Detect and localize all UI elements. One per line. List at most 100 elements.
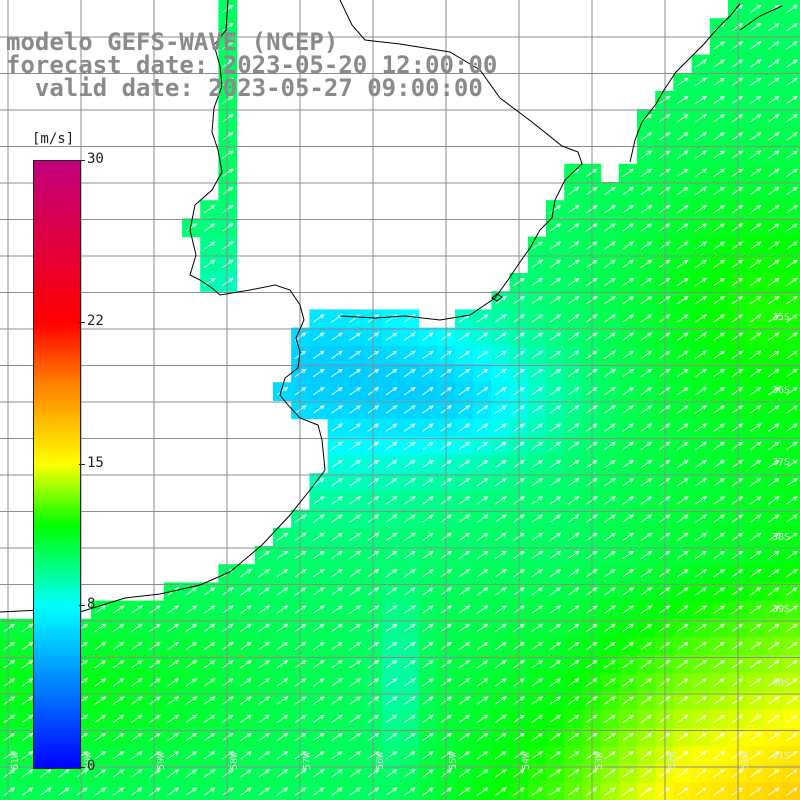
wind-arrow bbox=[567, 478, 580, 487]
wind-arrow bbox=[312, 605, 325, 614]
wind-arrow bbox=[258, 714, 271, 723]
wind-arrow bbox=[786, 150, 798, 159]
wind-arrow bbox=[695, 459, 707, 469]
wind-arrow bbox=[349, 660, 362, 669]
wind-arrow bbox=[658, 277, 671, 287]
wind-arrow bbox=[422, 569, 434, 578]
wind-arrow bbox=[549, 751, 562, 760]
wind-arrow bbox=[676, 168, 689, 177]
wind-arrow bbox=[331, 478, 343, 487]
wind-arrow bbox=[458, 787, 471, 796]
wind-arrow bbox=[494, 314, 507, 323]
wind-arrow bbox=[203, 241, 216, 250]
wind-arrow bbox=[731, 769, 744, 778]
wind-arrow bbox=[713, 168, 726, 177]
wind-arrow bbox=[767, 77, 780, 86]
wind-arrow bbox=[640, 732, 653, 742]
wind-arrow bbox=[658, 387, 671, 396]
wind-arrow bbox=[422, 550, 434, 560]
wind-arrow bbox=[185, 787, 198, 796]
wind-arrow bbox=[258, 623, 271, 632]
wind-arrow bbox=[767, 769, 780, 778]
wind-arrow bbox=[476, 732, 489, 742]
wind-arrow bbox=[385, 587, 398, 596]
wind-arrow bbox=[567, 405, 580, 414]
wind-arrow bbox=[531, 605, 544, 614]
wind-arrow bbox=[695, 696, 707, 705]
wind-arrow bbox=[531, 732, 544, 742]
wind-arrow bbox=[658, 732, 671, 742]
wind-arrow bbox=[331, 623, 343, 632]
wind-arrow bbox=[676, 132, 689, 141]
wind-arrow bbox=[604, 532, 616, 541]
wind-arrow bbox=[731, 478, 744, 487]
wind-arrow bbox=[240, 696, 252, 705]
wind-arrow bbox=[604, 423, 616, 432]
wind-arrow bbox=[422, 441, 434, 450]
wind-arrow bbox=[549, 441, 562, 450]
wind-arrow bbox=[713, 550, 726, 560]
wind-arrow bbox=[604, 332, 616, 341]
wind-arrow bbox=[786, 569, 798, 578]
wind-arrow bbox=[731, 569, 744, 578]
wind-arrow bbox=[458, 751, 471, 760]
wind-arrow bbox=[640, 296, 653, 305]
wind-arrow bbox=[731, 532, 744, 541]
wind-arrow bbox=[385, 550, 398, 560]
wind-arrow bbox=[658, 114, 671, 123]
colorbar-tick-label: 8 bbox=[87, 596, 96, 613]
wind-arrow bbox=[331, 532, 343, 541]
wind-arrow bbox=[458, 368, 471, 378]
wind-arrow bbox=[403, 696, 416, 705]
latitude-label: 37S bbox=[772, 457, 790, 468]
wind-arrow bbox=[349, 496, 362, 505]
wind-arrow bbox=[331, 678, 343, 687]
wind-arrow bbox=[604, 405, 616, 414]
wind-arrow bbox=[94, 623, 107, 632]
wind-arrow bbox=[203, 660, 216, 669]
wind-arrow bbox=[476, 350, 489, 359]
wind-arrow bbox=[130, 714, 143, 723]
wind-arrow bbox=[531, 314, 544, 323]
wind-arrow bbox=[476, 405, 489, 414]
wind-arrow bbox=[676, 787, 689, 796]
wind-arrow bbox=[767, 23, 780, 32]
wind-arrow bbox=[494, 459, 507, 469]
wind-arrow bbox=[622, 459, 635, 469]
longitude-label: 55W bbox=[448, 751, 459, 770]
wind-arrow bbox=[203, 714, 216, 723]
wind-arrow bbox=[331, 787, 343, 796]
wind-arrow bbox=[312, 350, 325, 359]
wind-arrow bbox=[494, 350, 507, 359]
wind-arrow bbox=[531, 296, 544, 305]
wind-arrow bbox=[167, 605, 180, 614]
wind-arrow bbox=[640, 223, 653, 232]
wind-arrow bbox=[767, 59, 780, 68]
wind-arrow bbox=[749, 350, 762, 359]
wind-arrow bbox=[622, 787, 635, 796]
wind-arrow bbox=[458, 732, 471, 742]
wind-arrow bbox=[403, 514, 416, 523]
wind-arrow bbox=[403, 587, 416, 596]
wind-arrow bbox=[531, 569, 544, 578]
wind-arrow bbox=[731, 678, 744, 687]
wind-arrow bbox=[567, 314, 580, 323]
wind-arrow bbox=[622, 332, 635, 341]
wind-arrow bbox=[258, 641, 271, 651]
title-valid-date: valid date: 2023-05-27 09:00:00 bbox=[6, 74, 483, 102]
wind-arrow bbox=[531, 678, 544, 687]
wind-arrow bbox=[3, 660, 16, 669]
wind-arrow bbox=[149, 714, 161, 723]
wind-arrow bbox=[203, 696, 216, 705]
wind-arrow bbox=[422, 751, 434, 760]
wind-arrow bbox=[767, 223, 780, 232]
wind-arrow bbox=[403, 550, 416, 560]
wind-arrow bbox=[549, 678, 562, 687]
wind-arrow bbox=[385, 769, 398, 778]
wind-arrow bbox=[786, 259, 798, 268]
wind-arrow bbox=[767, 478, 780, 487]
wind-arrow bbox=[731, 514, 744, 523]
wind-arrow bbox=[312, 496, 325, 505]
wind-arrow bbox=[604, 587, 616, 596]
wind-arrow bbox=[713, 605, 726, 614]
